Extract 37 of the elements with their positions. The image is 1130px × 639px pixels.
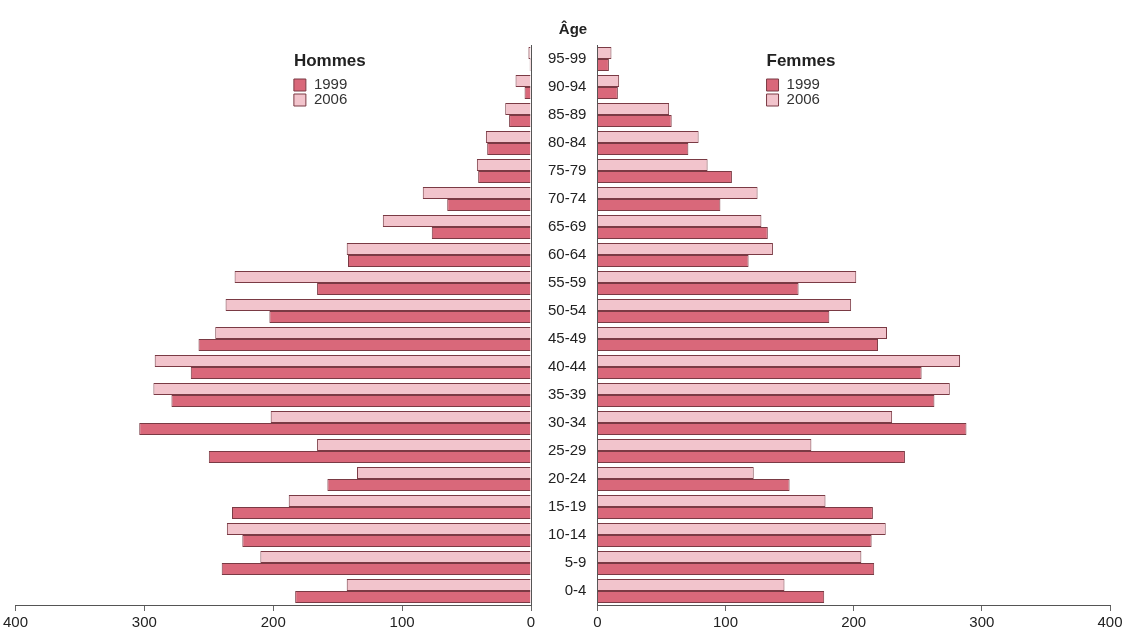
- legend-label: 1999: [313, 74, 348, 92]
- y-tick-label: 5-9: [564, 553, 587, 571]
- legend-title: Hommes: [293, 51, 366, 71]
- x-tick-label: 100: [389, 613, 415, 631]
- y-tick-label: 90-94: [547, 77, 587, 95]
- y-tick-label: 45-49: [547, 329, 587, 347]
- y-tick-label: 75-79: [547, 161, 587, 179]
- x-tick-label: 300: [969, 613, 995, 631]
- y-tick-label: 70-74: [547, 189, 587, 207]
- y-tick-label: 30-34: [547, 413, 587, 431]
- legend-label: 2006: [313, 89, 348, 107]
- y-tick-label: 0-4: [564, 581, 587, 599]
- y-tick-label: 80-84: [547, 133, 587, 151]
- y-axis-title: Âge: [557, 20, 589, 37]
- x-tick-label: 100: [713, 613, 739, 631]
- y-tick-label: 95-99: [547, 49, 587, 67]
- y-tick-label: 65-69: [547, 217, 587, 235]
- y-tick-label: 85-89: [547, 105, 587, 123]
- y-tick-label: 10-14: [547, 525, 587, 543]
- y-tick-label: 55-59: [547, 273, 587, 291]
- x-tick-label: 400: [1097, 613, 1123, 631]
- x-tick-label: 400: [3, 613, 29, 631]
- x-tick-label: 0: [593, 613, 602, 631]
- x-tick-label: 0: [526, 613, 536, 631]
- y-tick-label: 60-64: [547, 245, 587, 263]
- y-tick-label: 20-24: [547, 469, 587, 487]
- x-tick-label: 200: [260, 613, 286, 631]
- y-tick-label: 15-19: [547, 497, 587, 515]
- x-tick-label: 200: [841, 613, 867, 631]
- legend-label: 1999: [786, 74, 820, 92]
- x-tick-label: 300: [131, 613, 157, 631]
- legend-title: Femmes: [766, 51, 836, 71]
- y-tick-label: 40-44: [547, 357, 587, 375]
- y-tick-label: 35-39: [547, 385, 587, 403]
- legend-label: 2006: [786, 89, 820, 107]
- y-tick-label: 50-54: [547, 301, 587, 319]
- y-tick-label: 25-29: [547, 441, 587, 459]
